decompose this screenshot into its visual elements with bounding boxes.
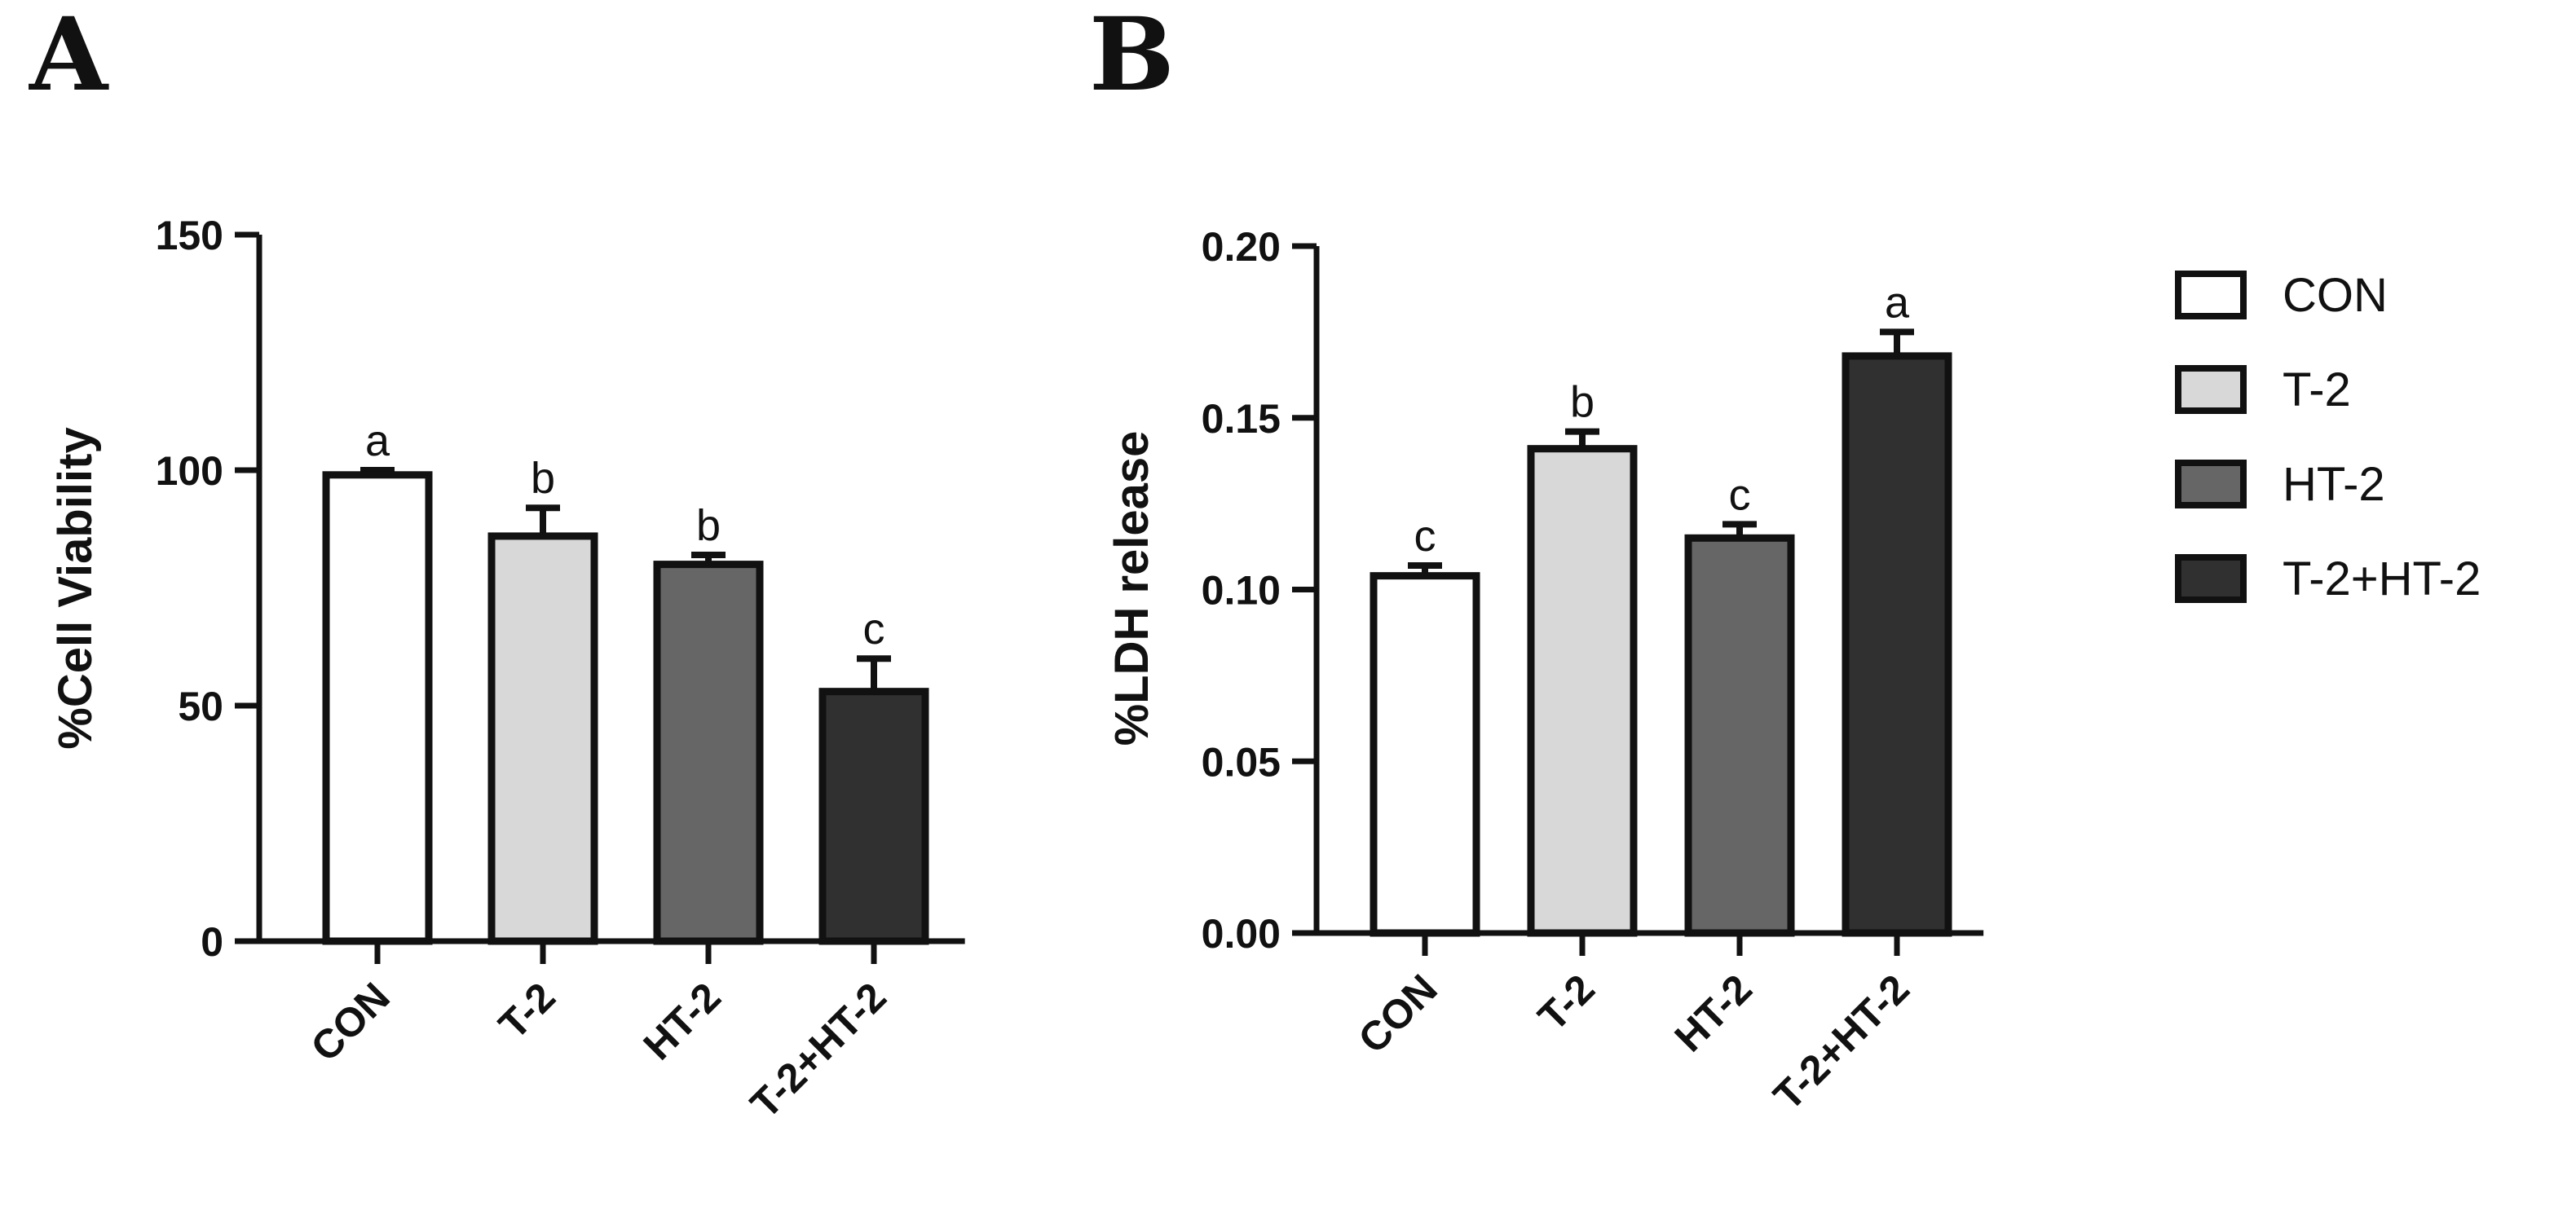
y-tick-label: 0.00 — [1202, 911, 1281, 957]
x-tick-label: T-2 — [490, 974, 564, 1048]
significance-label: b — [531, 454, 555, 503]
significance-label: a — [365, 416, 390, 465]
bar-ht-2 — [653, 561, 764, 945]
x-tick-label: CON — [1350, 966, 1446, 1062]
bar-ht-2 — [1684, 534, 1795, 937]
legend-label: CON — [2283, 269, 2388, 322]
legend-label: T-2 — [2283, 363, 2351, 416]
y-tick-label: 0.15 — [1202, 396, 1281, 442]
y-tick-label: 150 — [156, 213, 223, 258]
y-tick-label: 0 — [201, 919, 223, 965]
legend-swatch — [2175, 554, 2247, 603]
bar-con — [322, 471, 433, 945]
significance-label: c — [1729, 470, 1751, 519]
legend-swatch — [2175, 365, 2247, 414]
significance-label: b — [696, 501, 721, 550]
panel-letter-a: A — [29, 0, 109, 114]
legend: CON T-2 HT-2 T-2+HT-2 — [2175, 269, 2481, 605]
y-tick-label: 50 — [178, 684, 223, 729]
x-tick-label: T-2+HT-2 — [742, 974, 895, 1127]
x-tick-label: HT-2 — [1666, 966, 1761, 1060]
panel-a-chart: %Cell Viability 0 50 100 150 a CON b T-2 b HT-2 c T-… — [49, 213, 965, 1127]
significance-label: c — [1414, 512, 1436, 561]
panel-b-chart: %LDH release 0.00 0.05 0.10 0.15 0.20 c CON b T-2… — [1105, 224, 1984, 1119]
panel-letter-b: B — [1089, 0, 1175, 114]
bar-t-2-ht-2 — [1842, 352, 1952, 937]
y-tick-label: 100 — [156, 448, 223, 494]
legend-swatch — [2175, 460, 2247, 508]
legend-label: HT-2 — [2283, 458, 2385, 511]
x-tick-label: CON — [302, 974, 399, 1070]
bar-t-2 — [487, 532, 598, 945]
bar-con — [1370, 572, 1480, 937]
bar-t-2-ht-2 — [818, 688, 929, 945]
x-tick-label: T-2 — [1529, 966, 1603, 1040]
y-tick-label: 0.05 — [1202, 739, 1281, 785]
y-axis-title: %Cell Viability — [49, 427, 102, 749]
significance-label: c — [863, 605, 885, 654]
y-tick-label: 0.10 — [1202, 568, 1281, 614]
bar-t-2 — [1527, 445, 1638, 937]
x-tick-label: HT-2 — [635, 974, 730, 1068]
x-tick-label: T-2+HT-2 — [1765, 966, 1918, 1119]
significance-label: b — [1570, 378, 1595, 427]
legend-swatch — [2175, 271, 2247, 319]
y-tick-label: 0.20 — [1202, 224, 1281, 270]
significance-label: a — [1885, 278, 1910, 327]
y-axis-title: %LDH release — [1105, 431, 1158, 746]
legend-label: T-2+HT-2 — [2283, 552, 2481, 605]
